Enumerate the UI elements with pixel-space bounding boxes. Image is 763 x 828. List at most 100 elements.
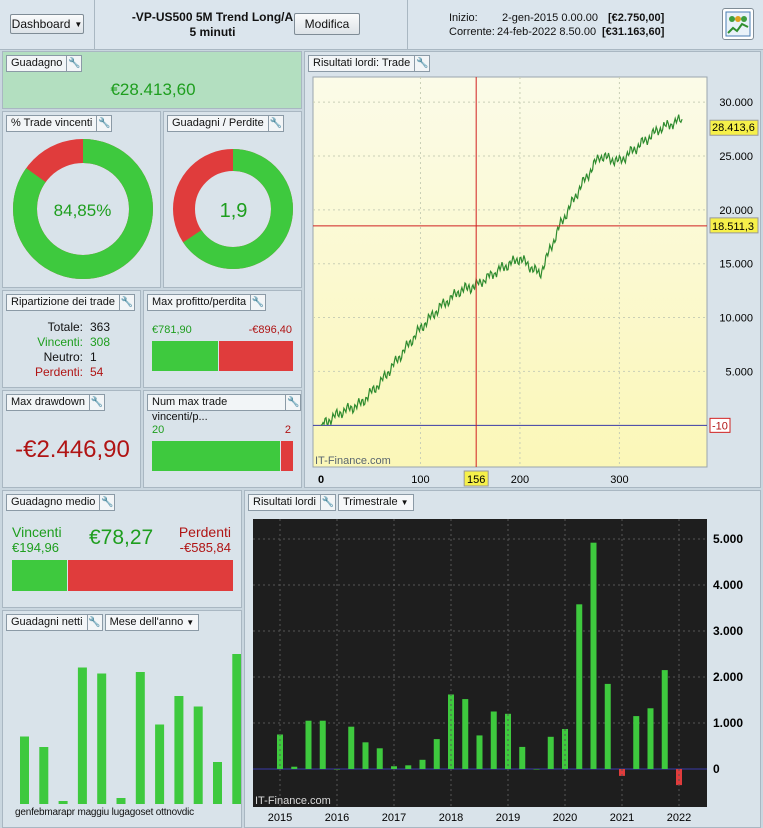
wrench-icon[interactable]: 🔧: [67, 55, 83, 72]
quarter-bar-2017Q2: [405, 765, 412, 769]
wrench-icon[interactable]: 🔧: [286, 394, 301, 411]
quarter-bar-2017Q4: [433, 739, 440, 769]
wrench-icon[interactable]: 🔧: [320, 494, 336, 511]
perdenti-value: 54: [90, 365, 104, 379]
trade-vincenti-panel: % Trade vincenti 🔧 84,85%: [2, 111, 161, 288]
period-dropdown[interactable]: Trimestrale ▼: [337, 494, 414, 511]
min-value-label: -10: [712, 420, 728, 432]
max-loss-streak: 2: [284, 424, 291, 436]
panel-title: Guadagni / Perdite: [167, 115, 269, 132]
current-label: Corrente:: [449, 26, 495, 38]
quarter-bar-2021Q4: [661, 670, 668, 769]
min-value-box: [709, 417, 731, 433]
y-tick-label: 15.000: [719, 259, 753, 271]
avg-value: €78,27: [89, 526, 154, 549]
y-tick-label: 0: [713, 762, 720, 776]
dashboard-label: Dashboard: [11, 17, 71, 31]
y-tick-label: 10.000: [719, 313, 753, 325]
y-tick-label: 30.000: [719, 97, 753, 109]
panel-title: Risultati lordi: Trade: [308, 55, 416, 72]
month-bar-dic: [232, 654, 241, 804]
month-bar-giu: [116, 798, 126, 804]
month-bar-ago: [155, 724, 165, 804]
vincenti-label: Vincenti:: [37, 335, 83, 349]
month-dropdown[interactable]: Mese dell'anno ▼: [104, 614, 200, 631]
cursor-y-label: 18.511,3: [712, 221, 754, 233]
month-bar-mag: [97, 673, 107, 804]
wrench-icon[interactable]: 🔧: [100, 494, 116, 511]
win-rate-donut: [13, 139, 153, 279]
chevron-down-icon: ▼: [186, 618, 195, 627]
last-value-box: [709, 119, 759, 136]
wrench-icon[interactable]: 🔧: [89, 394, 105, 411]
y-tick-label: 2.000: [713, 670, 743, 684]
quarter-bar-2015Q4: [319, 720, 326, 769]
report-icon[interactable]: [722, 8, 754, 40]
month-bar-lug: [135, 672, 145, 804]
x-tick-label: 2016: [325, 812, 349, 824]
y-tick-label: 5.000: [713, 532, 743, 546]
months-axis-labels: genfebmarapr maggiu lugagoset ottnovdic: [15, 807, 194, 818]
wrench-icon[interactable]: 🔧: [97, 115, 113, 132]
y-tick-label: 25.000: [719, 151, 753, 163]
current-value: [€31.163,60]: [602, 26, 665, 38]
quarter-bar-2015Q3: [305, 720, 312, 769]
panel-title: Guadagno medio: [6, 494, 101, 511]
quarter-bar-2019Q2: [519, 746, 526, 769]
profit-loss-value: 1,9: [219, 200, 248, 222]
panel-title: % Trade vincenti: [6, 115, 98, 132]
x-tick-label: 2018: [439, 812, 463, 824]
modify-button[interactable]: Modifica: [294, 13, 360, 35]
max-profitto-panel: Max profitto/perdita 🔧 €781,90 -€896,40: [143, 290, 302, 388]
quarter-bar-2017Q1: [391, 766, 397, 769]
quarter-bar-2017Q3: [419, 759, 426, 769]
totale-value: 363: [90, 320, 111, 334]
profit-bar: [152, 341, 218, 371]
avg-loss-bar: [68, 560, 233, 591]
quarter-bar-2020Q2: [576, 604, 583, 769]
x-tick-label: 0: [318, 474, 324, 486]
quarter-bar-2020Q3: [590, 542, 597, 769]
streak-bar: [152, 441, 293, 471]
vincenti-value: 308: [90, 335, 111, 349]
timeframe: 5 minuti: [189, 25, 236, 39]
max-drawdown-panel: Max drawdown 🔧 -€2.446,90: [2, 390, 141, 488]
cursor-y-box: [709, 217, 759, 234]
guadagno-panel: Guadagno 🔧 €28.413,60: [2, 51, 302, 109]
equity-line: [320, 114, 683, 426]
chevron-down-icon: ▼: [74, 19, 83, 29]
wrench-icon[interactable]: 🔧: [268, 115, 284, 132]
divider: [94, 0, 95, 50]
cursor-x-box: [463, 470, 489, 487]
cursor-x-label: 156: [467, 474, 485, 486]
quarter-bar-2020Q4: [604, 683, 611, 769]
x-tick-label: 2015: [268, 812, 292, 824]
x-tick-label: 2021: [610, 812, 634, 824]
wrench-icon[interactable]: 🔧: [415, 55, 431, 72]
loss-bar: [218, 341, 293, 371]
panel-title: Max profitto/perdita: [147, 294, 252, 311]
dashboard-dropdown[interactable]: Dashboard ▼: [10, 14, 84, 34]
watermark: IT-Finance.com: [255, 795, 331, 807]
avg-win-bar: [12, 560, 68, 591]
wrench-icon[interactable]: 🔧: [87, 614, 103, 631]
win-rate-value: 84,85%: [53, 201, 112, 220]
month-bar-nov: [213, 762, 222, 804]
quarter-bar-2019Q3: [533, 769, 540, 770]
loss-streak-bar: [281, 441, 293, 471]
avg-win-label: Vincenti: [12, 524, 62, 540]
wrench-icon[interactable]: 🔧: [119, 294, 135, 311]
month-bar-gen: [20, 736, 29, 804]
neutro-value: 1: [90, 350, 97, 364]
avg-bar: [12, 560, 233, 591]
max-profit-value: €781,90: [152, 324, 192, 336]
quarter-bar-2015Q2: [291, 766, 298, 769]
toolbar: Dashboard ▼ -VP-US500 5M Trend Long/A 5 m…: [0, 0, 763, 50]
wrench-icon[interactable]: 🔧: [251, 294, 267, 311]
panel-title: Ripartizione dei trade: [6, 294, 120, 311]
equity-line-chart[interactable]: IT-Finance.com 30.000 25.000 20.000 15.000 1…: [305, 52, 760, 487]
x-tick-label: 2020: [553, 812, 577, 824]
month-dropdown-label: Mese dell'anno: [109, 616, 184, 628]
neutro-label: Neutro:: [43, 350, 83, 364]
quarterly-bar-chart[interactable]: IT-Finance.com 5.000 4.000 3.000 2.000 1.000…: [245, 491, 760, 827]
